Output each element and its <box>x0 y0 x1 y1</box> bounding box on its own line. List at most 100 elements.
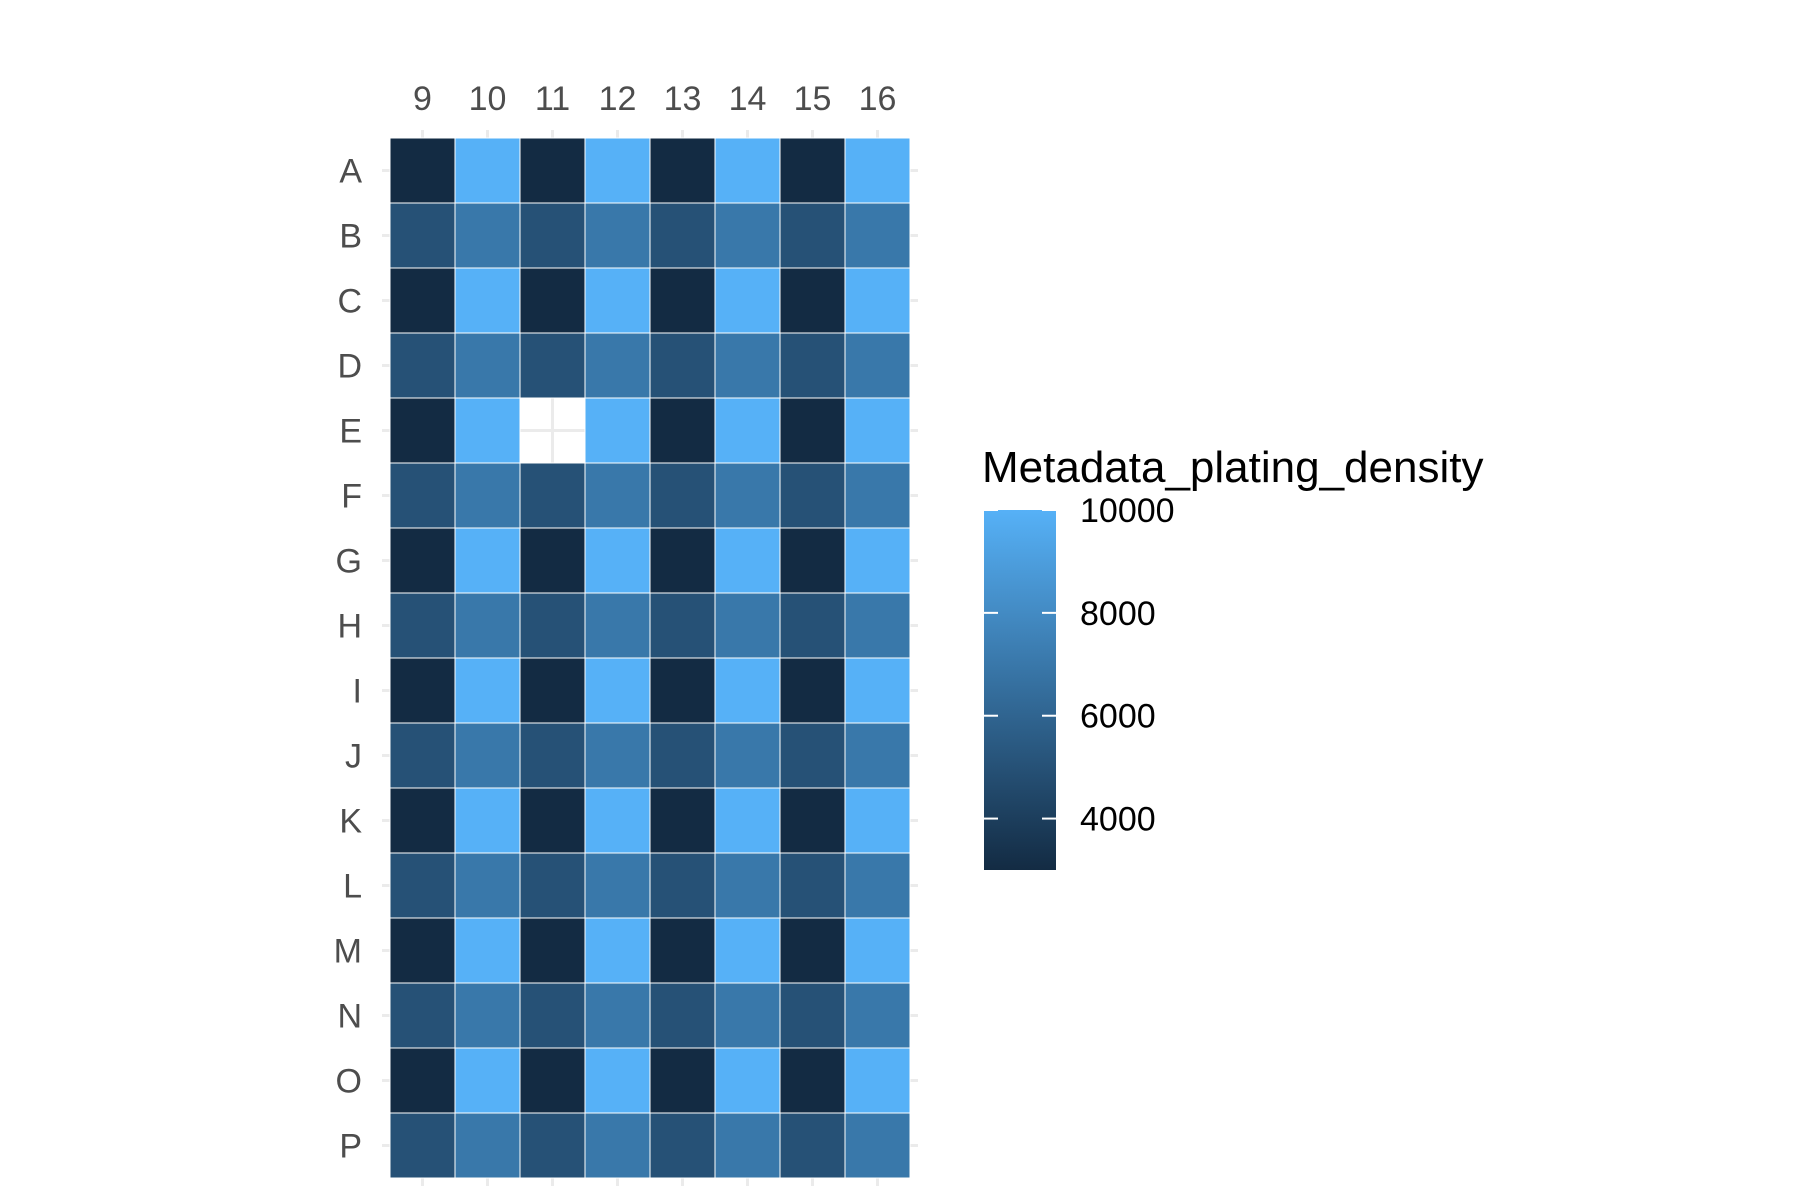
y-tick-label-P: P <box>339 1128 362 1166</box>
y-tick-label-A: A <box>339 153 362 191</box>
y-tick-label-M: M <box>334 933 362 971</box>
cell-B11 <box>519 202 586 269</box>
cell-E13 <box>649 397 716 464</box>
cell-O11 <box>519 1047 586 1114</box>
cell-M16 <box>844 917 911 984</box>
y-tick-label-I: I <box>353 673 362 711</box>
cell-J16 <box>844 722 911 789</box>
cell-F12 <box>584 462 651 529</box>
cell-F14 <box>714 462 781 529</box>
cell-M13 <box>649 917 716 984</box>
cell-H10 <box>454 592 521 659</box>
cell-A10 <box>454 137 521 204</box>
y-tick-label-J: J <box>345 738 362 776</box>
cell-H15 <box>779 592 846 659</box>
cell-K13 <box>649 787 716 854</box>
cell-D13 <box>649 332 716 399</box>
cell-E12 <box>584 397 651 464</box>
cell-P9 <box>389 1112 456 1179</box>
cell-N13 <box>649 982 716 1049</box>
cell-D16 <box>844 332 911 399</box>
cell-C10 <box>454 267 521 334</box>
cell-M15 <box>779 917 846 984</box>
heatmap-cells <box>389 137 911 1179</box>
cell-B15 <box>779 202 846 269</box>
cell-P13 <box>649 1112 716 1179</box>
cell-K15 <box>779 787 846 854</box>
y-tick-label-H: H <box>337 608 362 646</box>
y-tick-label-G: G <box>336 543 362 581</box>
cell-A15 <box>779 137 846 204</box>
x-tick-label-14: 14 <box>729 80 767 118</box>
cell-D11 <box>519 332 586 399</box>
cell-G16 <box>844 527 911 594</box>
cell-D15 <box>779 332 846 399</box>
cell-L13 <box>649 852 716 919</box>
y-tick-label-L: L <box>343 868 362 906</box>
cell-N11 <box>519 982 586 1049</box>
cell-H16 <box>844 592 911 659</box>
cell-O14 <box>714 1047 781 1114</box>
legend-ticks: 10000 8000 6000 4000 <box>984 492 1175 839</box>
cell-P11 <box>519 1112 586 1179</box>
cell-L14 <box>714 852 781 919</box>
cell-O16 <box>844 1047 911 1114</box>
cell-F11 <box>519 462 586 529</box>
cell-L12 <box>584 852 651 919</box>
cell-J11 <box>519 722 586 789</box>
cell-M11 <box>519 917 586 984</box>
cell-C14 <box>714 267 781 334</box>
cell-B14 <box>714 202 781 269</box>
cell-L10 <box>454 852 521 919</box>
cell-M14 <box>714 917 781 984</box>
cell-P12 <box>584 1112 651 1179</box>
cell-G9 <box>389 527 456 594</box>
cell-A11 <box>519 137 586 204</box>
cell-N15 <box>779 982 846 1049</box>
cell-L11 <box>519 852 586 919</box>
cell-J12 <box>584 722 651 789</box>
cell-D9 <box>389 332 456 399</box>
cell-N14 <box>714 982 781 1049</box>
y-tick-label-D: D <box>337 348 362 386</box>
cell-D14 <box>714 332 781 399</box>
cell-G10 <box>454 527 521 594</box>
cell-D10 <box>454 332 521 399</box>
y-tick-label-C: C <box>337 283 362 321</box>
y-tick-label-N: N <box>337 998 362 1036</box>
cell-I9 <box>389 657 456 724</box>
cell-L16 <box>844 852 911 919</box>
cell-J9 <box>389 722 456 789</box>
cell-C15 <box>779 267 846 334</box>
cell-G13 <box>649 527 716 594</box>
cell-N12 <box>584 982 651 1049</box>
legend-label-4000: 4000 <box>1080 801 1156 839</box>
cell-K10 <box>454 787 521 854</box>
cell-P14 <box>714 1112 781 1179</box>
cell-D12 <box>584 332 651 399</box>
cell-N10 <box>454 982 521 1049</box>
cell-I16 <box>844 657 911 724</box>
cell-G11 <box>519 527 586 594</box>
cell-J15 <box>779 722 846 789</box>
x-tick-label-15: 15 <box>794 80 832 118</box>
cell-H9 <box>389 592 456 659</box>
cell-G14 <box>714 527 781 594</box>
cell-E16 <box>844 397 911 464</box>
cell-F16 <box>844 462 911 529</box>
cell-H11 <box>519 592 586 659</box>
cell-K9 <box>389 787 456 854</box>
cell-O10 <box>454 1047 521 1114</box>
x-tick-label-12: 12 <box>599 80 637 118</box>
y-tick-label-O: O <box>336 1063 362 1101</box>
x-axis-tick-labels: 9 10 11 12 13 14 15 16 <box>413 80 896 118</box>
cell-O15 <box>779 1047 846 1114</box>
cell-K16 <box>844 787 911 854</box>
cell-K11 <box>519 787 586 854</box>
cell-N16 <box>844 982 911 1049</box>
cell-I11 <box>519 657 586 724</box>
cell-A13 <box>649 137 716 204</box>
cell-E15 <box>779 397 846 464</box>
cell-H14 <box>714 592 781 659</box>
